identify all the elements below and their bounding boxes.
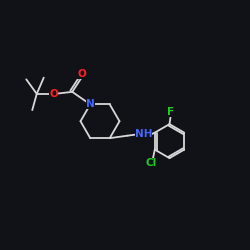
Text: O: O: [78, 69, 86, 79]
Text: N: N: [86, 99, 95, 109]
Text: Cl: Cl: [146, 158, 157, 168]
Text: NH: NH: [134, 129, 152, 139]
Text: F: F: [167, 107, 174, 117]
Text: O: O: [49, 89, 58, 99]
